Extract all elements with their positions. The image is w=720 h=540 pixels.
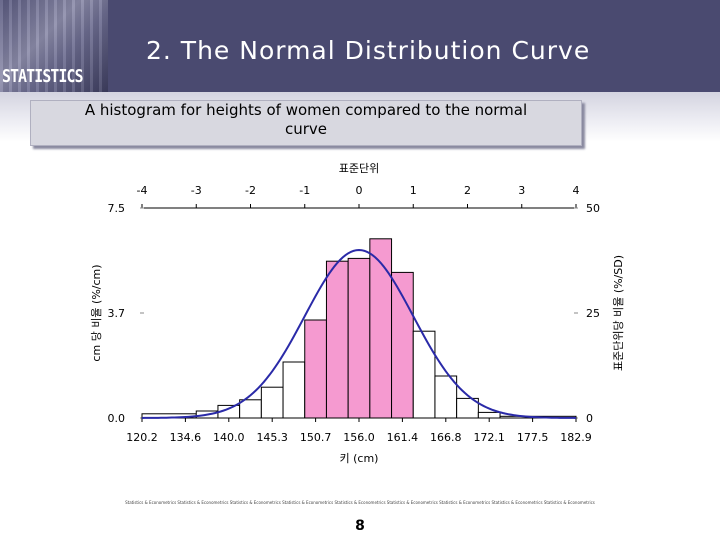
caption-box: A histogram for heights of women compare… <box>30 100 582 146</box>
top-tick-label: 0 <box>356 184 363 197</box>
x-tick-label: 166.8 <box>430 431 462 444</box>
x-tick-label: 156.0 <box>343 431 375 444</box>
top-tick-label: 1 <box>410 184 417 197</box>
histogram-bar <box>282 361 306 419</box>
top-tick-label: -1 <box>299 184 310 197</box>
x-tick-label: 182.9 <box>560 431 592 444</box>
top-tick-label: -2 <box>245 184 256 197</box>
building-image <box>0 0 108 92</box>
histogram-bar <box>347 257 371 419</box>
top-tick-label: -3 <box>191 184 202 197</box>
histogram-bar <box>325 260 349 419</box>
x-tick-label: 177.5 <box>517 431 549 444</box>
slide-header: STATISTICS 2. The Normal Distribution Cu… <box>0 0 720 92</box>
right-tick-label: 25 <box>586 307 600 320</box>
caption-line-1: A histogram for heights of women compare… <box>84 101 528 119</box>
x-tick-label: 134.6 <box>170 431 202 444</box>
x-tick-label: 161.4 <box>387 431 419 444</box>
histogram-bar <box>239 399 262 419</box>
logo: STATISTICS <box>0 0 108 92</box>
caption-line-2: curve <box>284 120 328 138</box>
histogram-bar <box>456 397 479 419</box>
top-tick-label: 2 <box>464 184 471 197</box>
top-tick-label: 4 <box>573 184 580 197</box>
histogram-bar <box>260 386 284 419</box>
histogram-bar <box>434 375 458 419</box>
histogram-bar <box>304 319 327 419</box>
left-tick-label: 0.0 <box>108 412 126 425</box>
y-axis-label-right: 표준단위당 비율 (%/SD) <box>612 255 625 371</box>
left-tick-label: 7.5 <box>108 202 126 215</box>
top-axis-label: 표준단위 <box>339 162 379 175</box>
x-tick-label: 150.7 <box>300 431 332 444</box>
normal-curve <box>141 248 577 419</box>
top-tick-label: -4 <box>137 184 148 197</box>
top-tick-label: 3 <box>518 184 525 197</box>
x-tick-label: 120.2 <box>126 431 158 444</box>
page-title: 2. The Normal Distribution Curve <box>146 36 591 65</box>
left-tick-label: 3.7 <box>108 307 126 320</box>
x-axis-label: 키 (cm) <box>340 452 379 465</box>
right-tick-label: 50 <box>586 202 600 215</box>
page-number: 8 <box>355 518 365 534</box>
x-tick-label: 172.1 <box>473 431 505 444</box>
histogram-bar <box>412 330 436 419</box>
histogram-bar <box>369 238 393 419</box>
x-tick-label: 145.3 <box>256 431 288 444</box>
y-axis-label-left: cm 당 비율 (%/cm) <box>90 264 103 361</box>
right-tick-label: 0 <box>586 412 593 425</box>
x-tick-label: 140.0 <box>213 431 245 444</box>
logo-text: STATISTICS <box>2 66 83 87</box>
footer-strip: Statistics & Econometrics Statistics & E… <box>125 500 595 505</box>
histogram-bar <box>477 411 501 419</box>
